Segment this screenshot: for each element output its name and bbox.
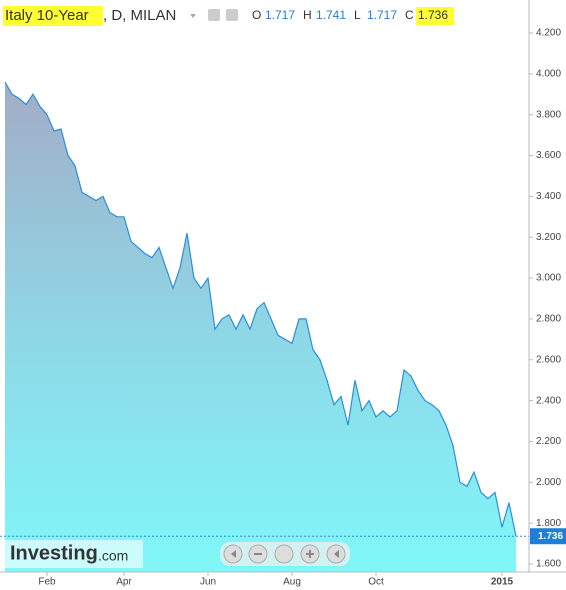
area-fill [5, 82, 516, 572]
y-tick-label: 3.800 [536, 109, 561, 120]
x-tick-label: Feb [38, 577, 56, 588]
y-tick-label: 1.800 [536, 518, 561, 529]
price-line [4, 81, 517, 537]
x-tick-label: Oct [368, 577, 384, 588]
y-tick-label: 1.600 [536, 559, 561, 570]
last-price-label: 1.736 [538, 531, 563, 542]
logo-suffix: .com [98, 548, 128, 564]
y-tick-label: 3.400 [536, 191, 561, 202]
ohlc-label: C [405, 8, 414, 22]
logo-bg [3, 540, 143, 568]
chart-subtitle: , D, MILAN [103, 7, 176, 24]
ohlc-label: O [252, 8, 261, 22]
y-tick-label: 3.000 [536, 273, 561, 284]
y-tick-label: 2.600 [536, 354, 561, 365]
x-tick-label: Apr [116, 577, 132, 588]
title-highlight [3, 6, 103, 26]
x-tick-label: Jun [200, 577, 216, 588]
y-tick-label: 2.800 [536, 314, 561, 325]
nav-signs [254, 550, 314, 558]
settings-icon[interactable] [226, 9, 238, 21]
ohlc-label: H [303, 8, 312, 22]
y-tick-label: 3.200 [536, 232, 561, 243]
chart-title: Italy 10-Year [5, 7, 89, 24]
logo-brand: Investing [10, 542, 98, 564]
y-tick-label: 2.200 [536, 436, 561, 447]
dropdown-icon[interactable] [190, 14, 196, 18]
ohlc-value: 1.717 [367, 8, 397, 22]
y-tick-label: 2.000 [536, 477, 561, 488]
logo: Investing .com [3, 540, 143, 568]
ohlc-value: 1.736 [418, 8, 448, 22]
x-tick-label: 2015 [491, 577, 514, 588]
nav-reset[interactable] [274, 544, 294, 564]
eye-icon[interactable] [208, 9, 220, 21]
y-tick-label: 2.400 [536, 395, 561, 406]
y-tick-label: 4.200 [536, 28, 561, 39]
y-tick-label: 3.600 [536, 150, 561, 161]
ohlc-value: 1.717 [265, 8, 295, 22]
y-tick-label: 4.000 [536, 68, 561, 79]
header: Italy 10-Year , D, MILAN O 1.717 H 1.741 L 1.… [3, 6, 454, 26]
close-highlight [416, 7, 454, 25]
last-price-tag [530, 528, 566, 545]
ohlc-label: L [354, 8, 361, 22]
ohlc-value: 1.741 [316, 8, 346, 22]
x-tick-label: Aug [283, 577, 301, 588]
nav-controls [220, 542, 350, 566]
